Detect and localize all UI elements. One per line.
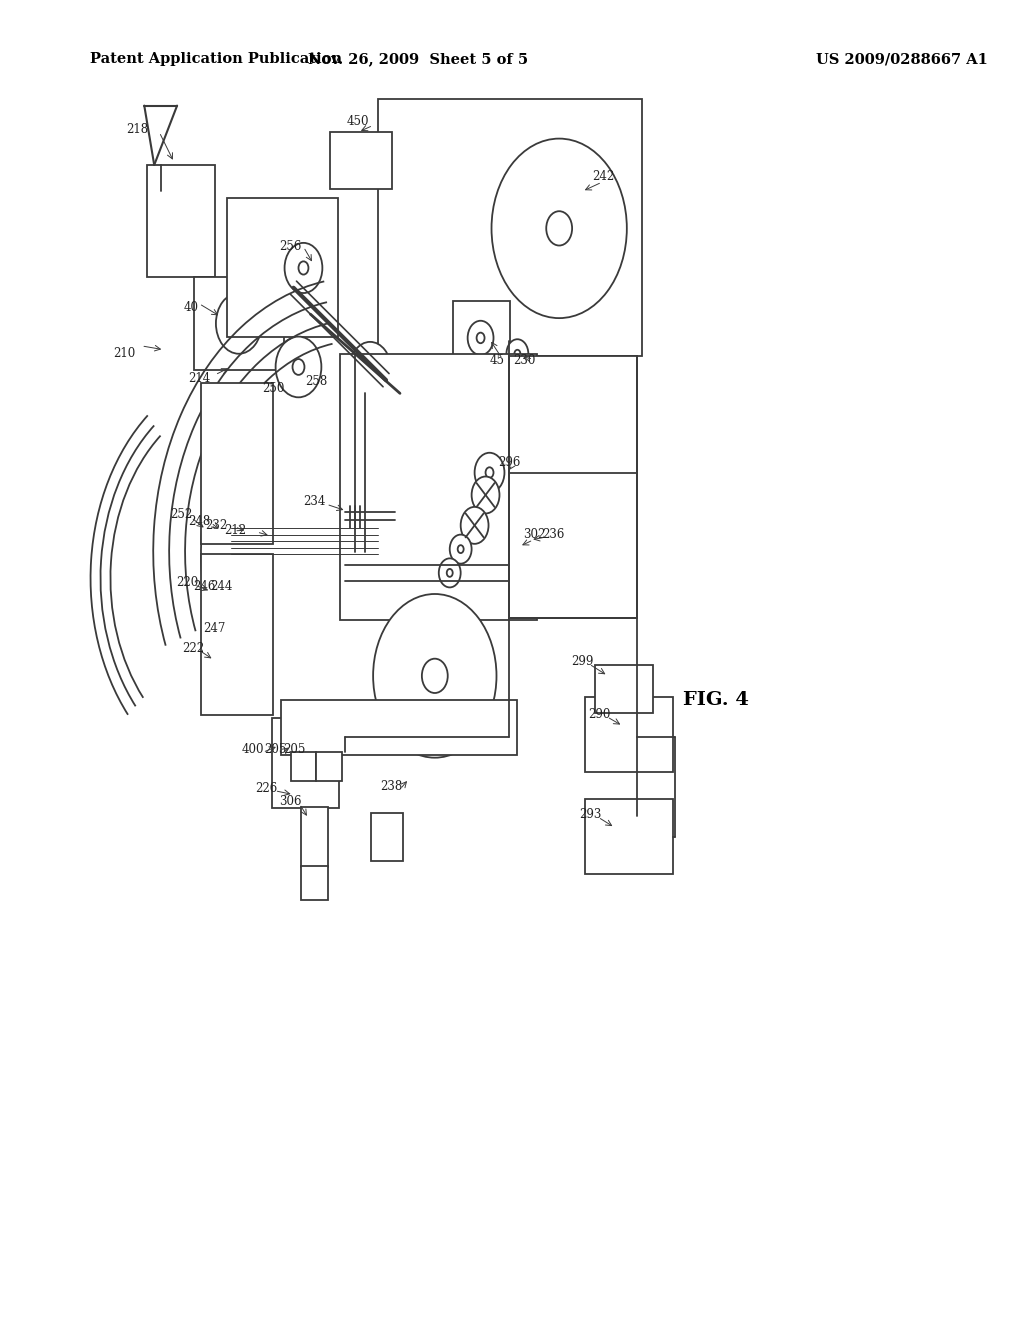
Text: 214: 214 — [187, 372, 210, 385]
Circle shape — [546, 211, 572, 246]
Text: 246: 246 — [193, 579, 215, 593]
Text: FIG. 4: FIG. 4 — [683, 690, 750, 709]
Text: 252: 252 — [170, 508, 193, 521]
Text: 256: 256 — [280, 240, 302, 253]
Text: Patent Application Publication: Patent Application Publication — [89, 53, 342, 66]
Text: 40: 40 — [183, 301, 199, 314]
Bar — [271, 718, 339, 808]
Circle shape — [476, 333, 484, 343]
Text: 258: 258 — [305, 375, 328, 388]
Circle shape — [474, 453, 505, 492]
Circle shape — [349, 342, 391, 397]
Bar — [201, 554, 272, 715]
Circle shape — [468, 321, 494, 355]
Text: 205: 205 — [284, 743, 306, 756]
Circle shape — [458, 545, 464, 553]
Text: 45: 45 — [490, 354, 505, 367]
Text: 226: 226 — [256, 781, 278, 795]
Text: 220: 220 — [176, 576, 199, 589]
Circle shape — [526, 397, 548, 426]
Text: Nov. 26, 2009  Sheet 5 of 5: Nov. 26, 2009 Sheet 5 of 5 — [308, 53, 528, 66]
Text: 299: 299 — [570, 655, 593, 668]
Bar — [595, 665, 652, 713]
Text: 232: 232 — [205, 519, 227, 532]
Text: 242: 242 — [592, 170, 614, 183]
Circle shape — [285, 243, 323, 293]
Text: 244: 244 — [210, 579, 232, 593]
Bar — [201, 383, 272, 544]
Circle shape — [507, 339, 528, 368]
Text: 400: 400 — [242, 743, 264, 756]
Bar — [194, 277, 284, 370]
Circle shape — [485, 467, 494, 478]
Circle shape — [373, 594, 497, 758]
Text: 230: 230 — [513, 354, 536, 367]
Text: 248: 248 — [187, 515, 210, 528]
Bar — [147, 165, 215, 277]
Circle shape — [275, 337, 322, 397]
Text: 250: 250 — [262, 381, 285, 395]
Bar — [378, 99, 642, 356]
Circle shape — [492, 139, 627, 318]
Text: 290: 290 — [588, 708, 610, 721]
Circle shape — [461, 507, 488, 544]
Circle shape — [514, 350, 520, 358]
Bar — [331, 132, 392, 189]
Text: 302: 302 — [523, 528, 546, 541]
Circle shape — [472, 477, 500, 513]
Circle shape — [438, 558, 461, 587]
Text: 212: 212 — [224, 524, 246, 537]
Bar — [281, 700, 517, 755]
Bar — [316, 752, 342, 781]
Bar — [585, 799, 673, 874]
Text: US 2009/0288667 A1: US 2009/0288667 A1 — [816, 53, 988, 66]
Circle shape — [422, 659, 447, 693]
Text: 236: 236 — [542, 528, 564, 541]
Text: 222: 222 — [182, 642, 204, 655]
Bar — [301, 866, 329, 900]
Text: 205: 205 — [264, 743, 287, 756]
Bar — [301, 807, 329, 867]
Text: 210: 210 — [114, 347, 135, 360]
Circle shape — [298, 261, 308, 275]
Circle shape — [515, 388, 521, 396]
Text: 247: 247 — [203, 622, 225, 635]
Bar — [227, 198, 338, 337]
Text: 238: 238 — [380, 780, 402, 793]
Text: 293: 293 — [579, 808, 601, 821]
Circle shape — [450, 535, 472, 564]
Circle shape — [446, 569, 453, 577]
Bar — [340, 354, 538, 620]
Bar — [371, 813, 403, 861]
Text: 296: 296 — [499, 455, 520, 469]
Circle shape — [508, 378, 529, 407]
Circle shape — [232, 315, 245, 331]
Bar — [509, 356, 637, 618]
Circle shape — [365, 362, 376, 378]
Circle shape — [216, 293, 262, 354]
Circle shape — [535, 408, 541, 416]
Text: 234: 234 — [303, 495, 326, 508]
Bar — [291, 752, 316, 781]
Text: 450: 450 — [347, 115, 370, 128]
Circle shape — [293, 359, 304, 375]
Bar — [453, 301, 510, 376]
Text: 218: 218 — [126, 123, 148, 136]
Bar — [585, 697, 673, 772]
Text: 306: 306 — [280, 795, 302, 808]
